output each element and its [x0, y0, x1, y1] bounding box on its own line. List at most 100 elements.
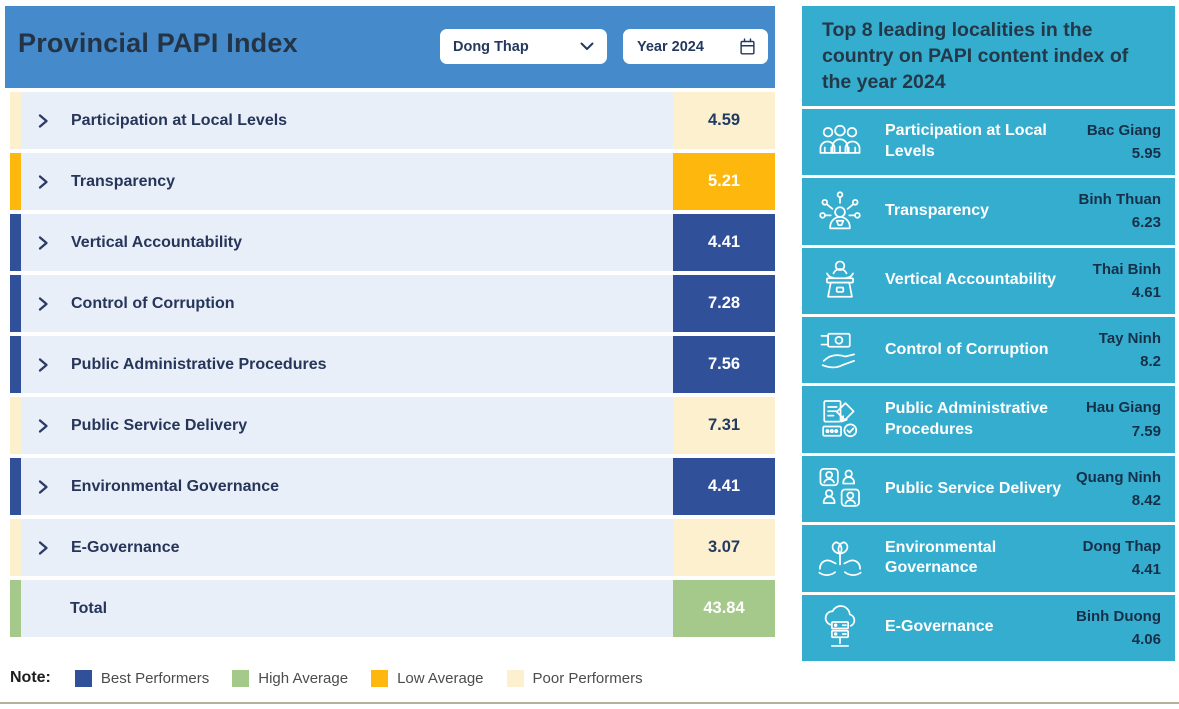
category-row[interactable]: Environmental Governance 4.41	[10, 458, 775, 515]
score-cell: 4.41	[673, 214, 775, 271]
top8-category-label: Vertical Accountability	[885, 271, 1057, 289]
top8-row[interactable]: Public Service Delivery Quang Ninh 8.42	[802, 452, 1175, 522]
category-row[interactable]: Vertical Accountability 4.41	[10, 214, 775, 271]
category-row-body[interactable]: Vertical Accountability	[21, 214, 673, 271]
row-level-stripe	[10, 153, 21, 210]
category-label: Public Administrative Procedures	[71, 355, 327, 373]
category-label: Public Service Delivery	[71, 416, 248, 434]
legend-items: Best Performers High Average Low Average Po…	[74, 669, 666, 687]
top8-row[interactable]: Control of Corruption Tay Ninh 8.2	[802, 313, 1175, 383]
locality-score: 4.06	[1131, 630, 1161, 648]
score-cell: 5.21	[673, 153, 775, 210]
chevron-right-icon[interactable]	[38, 113, 49, 129]
category-row[interactable]: Public Service Delivery 7.31	[10, 397, 775, 454]
locality-score: 8.42	[1131, 492, 1161, 509]
podium-speaker-icon	[815, 256, 865, 306]
top8-category-label: Public Service Delivery	[885, 479, 1062, 497]
row-level-stripe	[10, 275, 21, 332]
top8-locality-score: Quang Ninh 8.42	[1076, 466, 1161, 513]
top8-row[interactable]: E-Governance Binh Duong 4.06	[802, 591, 1175, 661]
top8-category-label: E-Governance	[885, 618, 994, 636]
top8-locality-score: Thai Binh 4.61	[1093, 258, 1161, 305]
province-select-value: Dong Thap	[453, 38, 529, 55]
total-row: Total 43.84	[10, 580, 775, 637]
locality-name: Hau Giang	[1085, 399, 1161, 417]
category-label: Control of Corruption	[71, 294, 235, 312]
top8-row[interactable]: Vertical Accountability Thai Binh 4.61	[802, 244, 1175, 314]
legend-row: Note: Best Performers High Average Low Ave…	[10, 669, 666, 687]
top8-category-label: Environmental Governance	[885, 538, 997, 577]
chevron-right-icon[interactable]	[38, 540, 49, 556]
score-cell: 7.28	[673, 275, 775, 332]
category-row-body[interactable]: Transparency	[21, 153, 673, 210]
top8-locality-score: Hau Giang 7.59	[1086, 396, 1161, 443]
category-label: Participation at Local Levels	[71, 111, 288, 129]
chevron-right-icon[interactable]	[38, 357, 49, 373]
category-row[interactable]: Participation at Local Levels 4.59	[10, 92, 775, 149]
category-row-body[interactable]: Public Service Delivery	[21, 397, 673, 454]
legend-swatch	[371, 669, 389, 687]
category-label: Total	[70, 599, 108, 617]
chevron-right-icon[interactable]	[38, 235, 49, 251]
papi-index-header: Provincial PAPI Index Dong Thap Year 202…	[5, 6, 775, 88]
document-check-icon	[815, 395, 865, 445]
category-row[interactable]: E-Governance 3.07	[10, 519, 775, 576]
category-row[interactable]: Control of Corruption 7.28	[10, 275, 775, 332]
top8-row[interactable]: Public Administrative Procedures Hau Gian…	[802, 383, 1175, 452]
top8-row[interactable]: Transparency Binh Thuan 6.23	[802, 175, 1175, 244]
row-level-stripe	[10, 458, 21, 515]
top8-title: Top 8 leading localities in the country …	[822, 19, 1129, 93]
legend-label: Best Performers	[100, 669, 210, 687]
row-level-stripe	[10, 336, 21, 393]
top8-rows: Participation at Local Levels Bac Giang 5.…	[802, 105, 1175, 661]
category-row-body[interactable]: E-Governance	[21, 519, 673, 576]
locality-score: 4.61	[1131, 283, 1161, 301]
category-label: Transparency	[71, 172, 176, 190]
legend-swatch	[232, 669, 250, 687]
calendar-icon	[740, 37, 755, 55]
legend-item: Best Performers	[74, 669, 210, 687]
person-network-icon	[815, 186, 865, 236]
locality-name: Binh Thuan	[1078, 191, 1162, 209]
category-row-body[interactable]: Participation at Local Levels	[21, 92, 673, 149]
row-level-stripe	[10, 397, 21, 454]
top8-category-label: Public Administrative Procedures	[885, 399, 1048, 438]
score-cell: 43.84	[673, 580, 775, 637]
locality-score: 4.41	[1131, 561, 1161, 579]
score-cell: 3.07	[673, 519, 775, 576]
legend-swatch	[74, 669, 92, 687]
people-group-icon	[815, 117, 865, 167]
legend-item: Poor Performers	[506, 669, 643, 687]
top8-category-label: Transparency	[885, 201, 990, 219]
top8-locality-score: Dong Thap 4.41	[1083, 535, 1161, 582]
top8-category-label: Control of Corruption	[885, 340, 1049, 358]
score-cell: 4.59	[673, 92, 775, 149]
category-label: E-Governance	[71, 538, 180, 556]
category-row-body[interactable]: Public Administrative Procedures	[21, 336, 673, 393]
top8-category-label: Participation at Local Levels	[885, 122, 1047, 160]
chevron-right-icon[interactable]	[38, 479, 49, 495]
chevron-right-icon[interactable]	[38, 418, 49, 434]
score-cell: 7.56	[673, 336, 775, 393]
legend-label: Poor Performers	[532, 669, 643, 687]
category-row[interactable]: Transparency 5.21	[10, 153, 775, 210]
locality-name: Bac Giang	[1086, 121, 1161, 139]
chevron-right-icon[interactable]	[38, 296, 49, 312]
category-row[interactable]: Public Administrative Procedures 7.56	[10, 336, 775, 393]
year-picker[interactable]: Year 2024	[623, 29, 768, 64]
locality-score: 7.59	[1131, 422, 1161, 440]
service-people-icon	[815, 464, 865, 514]
chevron-right-icon[interactable]	[38, 174, 49, 190]
province-select[interactable]: Dong Thap	[440, 29, 607, 64]
category-label: Environmental Governance	[71, 477, 280, 495]
top8-row[interactable]: Environmental Governance Dong Thap 4.41	[802, 522, 1175, 591]
score-cell: 4.41	[673, 458, 775, 515]
category-row-body[interactable]: Control of Corruption	[21, 275, 673, 332]
legend-label: Low Average	[397, 669, 484, 687]
legend-item: High Average	[232, 669, 348, 687]
category-row-body[interactable]: Environmental Governance	[21, 458, 673, 515]
top8-row[interactable]: Participation at Local Levels Bac Giang 5.…	[802, 105, 1175, 175]
locality-score: 6.23	[1131, 214, 1161, 232]
note-label: Note:	[10, 669, 51, 686]
